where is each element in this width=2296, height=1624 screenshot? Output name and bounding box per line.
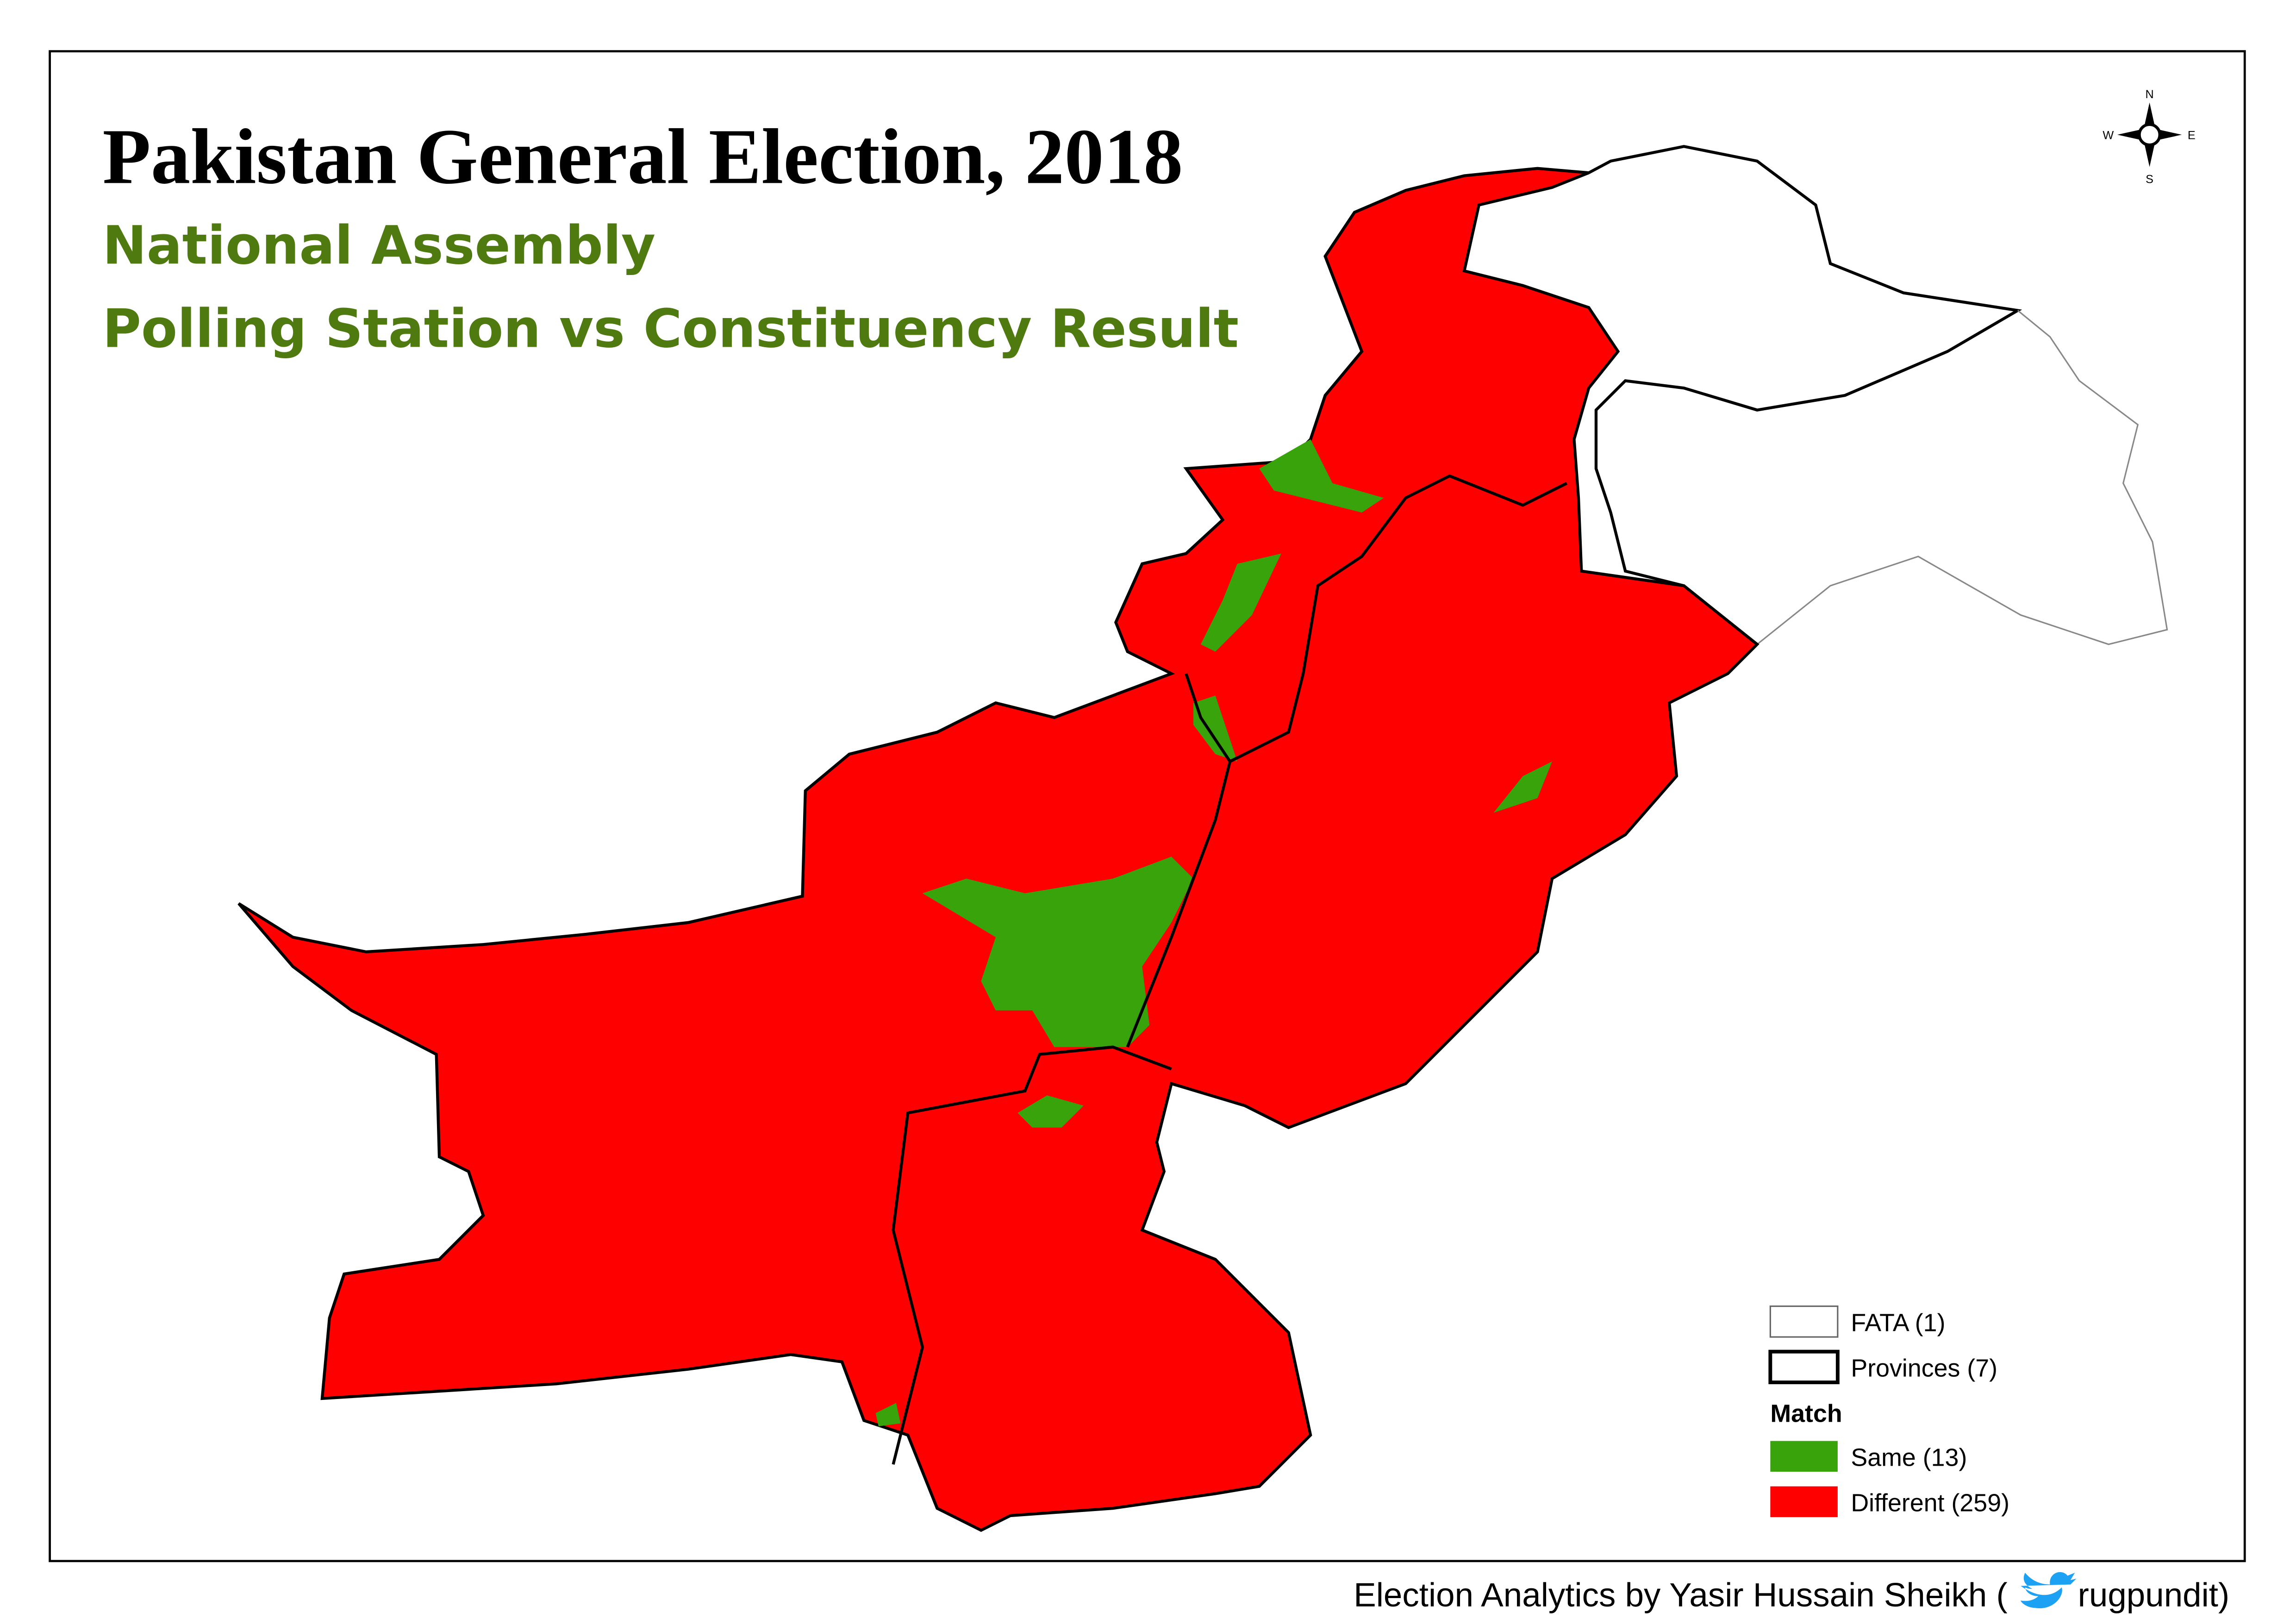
subtitle: National Assembly	[102, 214, 655, 276]
legend-swatch	[1769, 1305, 1839, 1338]
fata-boundary	[1756, 310, 2168, 645]
legend: FATA (1) Provinces (7) Match Same (13) D…	[1768, 1305, 2009, 1518]
title: Pakistan General Election, 2018	[102, 112, 1183, 200]
frame	[49, 50, 2246, 1562]
subtitle: Polling Station vs Constituency Result	[102, 298, 1239, 360]
same-region	[1017, 1095, 1084, 1128]
province-boundary	[1126, 673, 1232, 1048]
compass-s: S	[2146, 173, 2153, 186]
twitter-icon	[2021, 1572, 2077, 1609]
pakistan-different	[237, 167, 1759, 1532]
compass: N E S W	[2103, 88, 2195, 186]
same-region	[875, 1403, 901, 1426]
kashmir-boundary	[1588, 145, 2022, 587]
same-region	[1193, 695, 1237, 762]
compass-w: W	[2103, 129, 2114, 142]
same-region	[1259, 439, 1384, 513]
legend-swatch	[1770, 1441, 1838, 1472]
province-boundary	[1229, 474, 1568, 763]
same-regions	[875, 439, 1553, 1426]
compass-center	[2138, 123, 2161, 147]
legend-heading: Match	[1770, 1399, 1842, 1427]
legend-label: Same (13)	[1851, 1443, 1967, 1471]
credit-handle: rugpundit)	[2078, 1576, 2230, 1614]
compass-e: E	[2188, 129, 2196, 142]
same-region	[922, 856, 1194, 1047]
legend-swatch	[1768, 1349, 1840, 1385]
province-boundary	[892, 1045, 1172, 1465]
same-region	[1493, 761, 1553, 813]
province-boundaries	[892, 474, 1568, 1465]
legend-label: FATA (1)	[1851, 1309, 1945, 1337]
same-region	[1200, 553, 1281, 652]
compass-n: N	[2145, 88, 2153, 101]
legend-label: Different (259)	[1851, 1489, 2009, 1517]
legend-swatch	[1770, 1486, 1838, 1518]
legend-label: Provinces (7)	[1851, 1354, 1997, 1382]
credit: Election Analytics by Yasir Hussain Shei…	[1354, 1576, 2008, 1614]
